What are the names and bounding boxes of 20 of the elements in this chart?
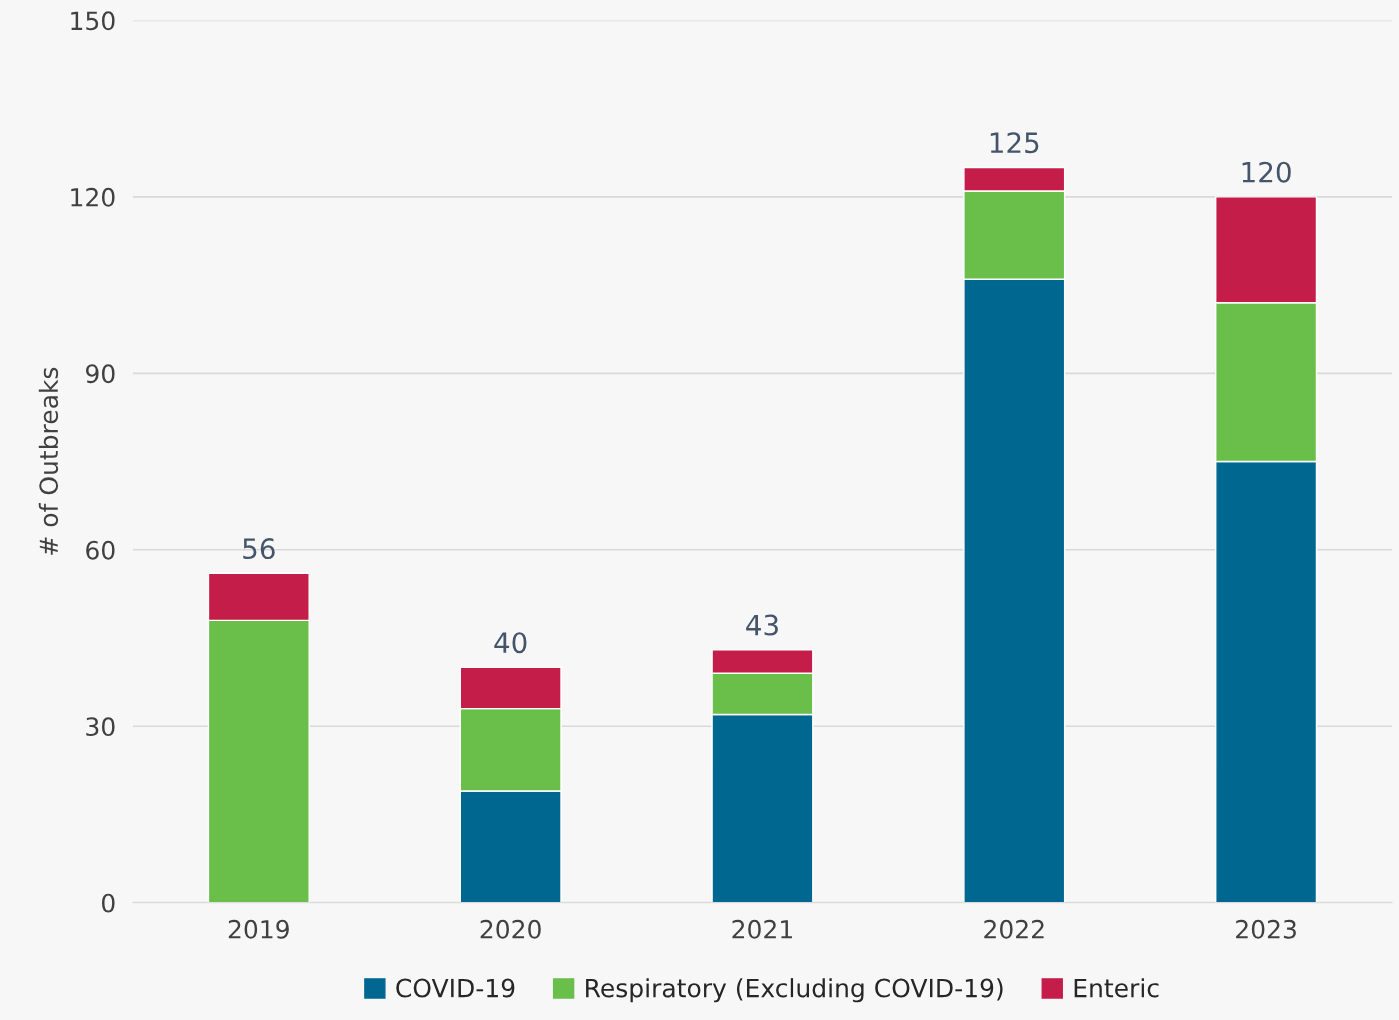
y-tick-label: 90 — [86, 364, 115, 384]
legend-label: Respiratory (Excluding COVID-19) — [586, 978, 1003, 1003]
legend-label: Enteric — [1074, 978, 1159, 998]
x-tick-label: 2020 — [480, 919, 541, 939]
y-tick-label: 60 — [86, 540, 115, 560]
total-label: 120 — [1242, 161, 1291, 183]
y-tick-label: 0 — [101, 893, 115, 913]
x-tick-label: 2021 — [732, 919, 792, 939]
y-tick-label: 120 — [71, 187, 115, 207]
total-label: 43 — [746, 614, 778, 636]
y-tick-label: 30 — [86, 717, 115, 737]
total-label: 56 — [243, 538, 275, 560]
x-tick-label: 2022 — [984, 919, 1044, 939]
legend-label: COVID-19 — [396, 978, 515, 998]
y-tick-label: 150 — [71, 11, 115, 31]
total-label: 125 — [990, 132, 1039, 154]
x-tick-label: 2019 — [228, 919, 289, 939]
x-tick-label: 2023 — [1236, 919, 1296, 939]
y-axis-title: # of Outbreaks — [38, 367, 59, 555]
total-label: 40 — [494, 632, 527, 654]
